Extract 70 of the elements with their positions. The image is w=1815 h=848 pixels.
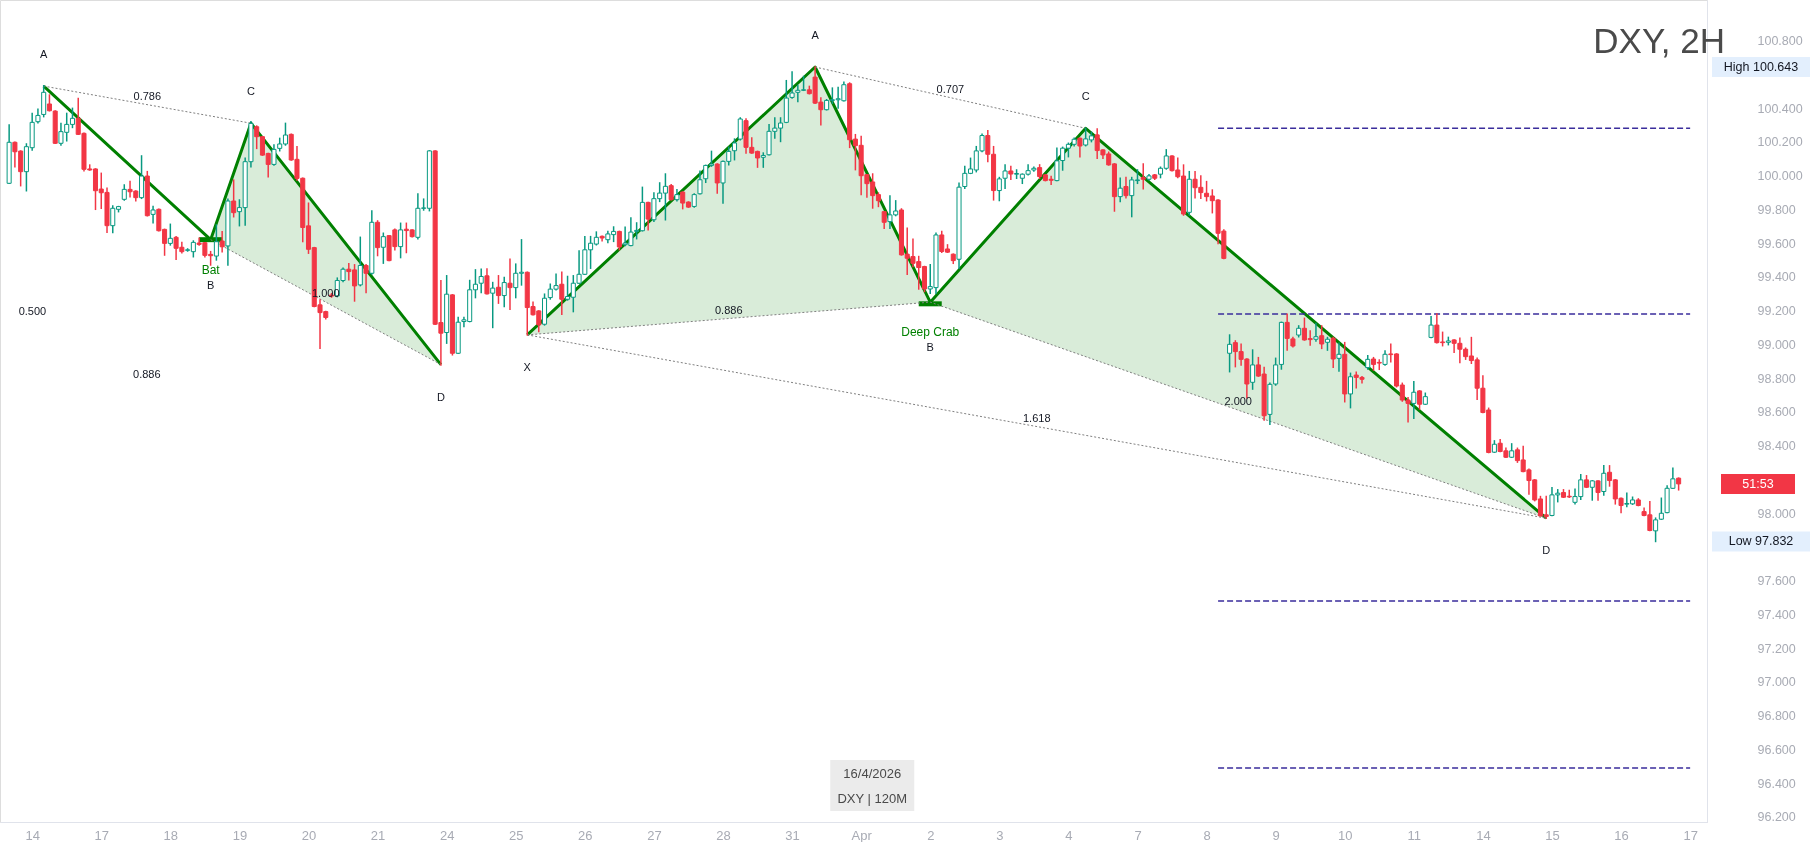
x-tick-label: 17 (94, 827, 109, 843)
text: 51:53 (1742, 476, 1774, 491)
x-tick-label: 18 (163, 827, 179, 843)
y-tick-label: 98.000 (1757, 506, 1796, 521)
annotation: 16/4/2026 (843, 766, 902, 781)
annotation: C (1081, 90, 1090, 103)
text: High 100.643 (1723, 60, 1799, 75)
annotation: D (1542, 544, 1551, 557)
annotation: 0.786 (133, 89, 162, 102)
annotation: 1.618 (1022, 411, 1051, 424)
x-tick-label: 24 (439, 827, 455, 843)
y-tick-label: 99.000 (1757, 337, 1796, 352)
x-tick-label: 25 (509, 827, 524, 843)
x-tick-label: 2 (927, 827, 935, 843)
y-tick-label: 98.400 (1757, 439, 1796, 454)
y-tick-label: 96.600 (1757, 742, 1796, 757)
x-tick-label: 9 (1272, 827, 1280, 843)
x-tick-label: 14 (1476, 827, 1491, 843)
annotation: 2.000 (1224, 395, 1252, 408)
y-tick-label: 99.200 (1757, 304, 1796, 319)
annotation: 0.886 (133, 367, 161, 380)
x-tick-label: 27 (647, 827, 662, 843)
x-tick-label: 8 (1203, 827, 1211, 843)
x-tick-label: 11 (1407, 827, 1422, 843)
y-tick-label: 97.200 (1757, 641, 1796, 656)
y-tick-label: 96.400 (1757, 776, 1796, 791)
y-tick-label: 100.000 (1757, 169, 1803, 184)
y-tick-label: 99.400 (1757, 270, 1796, 285)
annotation: X (523, 360, 532, 373)
y-tick-label: 100.800 (1757, 34, 1803, 49)
x-tick-label: Apr (851, 827, 873, 843)
text: DXY, 2H (1593, 21, 1725, 60)
text: Low 97.832 (1728, 534, 1794, 549)
x-tick-label: 4 (1065, 827, 1073, 843)
y-tick-label: 99.800 (1757, 202, 1796, 217)
x-tick-label: 10 (1338, 827, 1353, 843)
annotation: C (246, 85, 255, 98)
annotation: D (436, 390, 445, 403)
x-tick-label: 14 (25, 827, 40, 843)
x-tick-label: 21 (370, 827, 386, 843)
text: Bat (201, 262, 221, 277)
annotation: 0.707 (936, 82, 965, 95)
x-tick-label: 3 (996, 827, 1004, 843)
y-tick-label: 96.200 (1757, 810, 1796, 825)
y-tick-label: 99.600 (1757, 236, 1796, 251)
y-tick-label: 100.400 (1757, 101, 1803, 116)
x-tick-label: 7 (1134, 827, 1142, 843)
annotation: A (811, 29, 820, 42)
annotation: 0.886 (714, 303, 743, 316)
x-tick-label: 15 (1545, 827, 1560, 843)
x-tick-label: 16 (1614, 827, 1629, 843)
x-tick-label: 28 (716, 827, 731, 843)
annotation: DXY | 120M (837, 791, 908, 806)
annotation: B (206, 278, 215, 291)
annotation: B (926, 341, 934, 354)
text: Deep Crab (901, 325, 960, 340)
y-tick-label: 97.600 (1757, 574, 1796, 589)
y-tick-label: 100.200 (1757, 135, 1803, 150)
y-tick-label: 98.800 (1757, 371, 1796, 386)
x-tick-label: 31 (785, 827, 800, 843)
y-tick-label: 98.600 (1757, 405, 1796, 420)
x-tick-label: 20 (301, 827, 317, 843)
annotation: 0.500 (18, 305, 47, 318)
y-tick-label: 96.800 (1757, 709, 1796, 724)
y-tick-label: 97.000 (1757, 675, 1796, 690)
annotation: A (40, 48, 49, 61)
x-tick-label: 26 (578, 827, 593, 843)
x-tick-label: 19 (232, 827, 248, 843)
x-tick-label: 17 (1683, 827, 1698, 843)
y-tick-label: 97.400 (1757, 607, 1796, 622)
